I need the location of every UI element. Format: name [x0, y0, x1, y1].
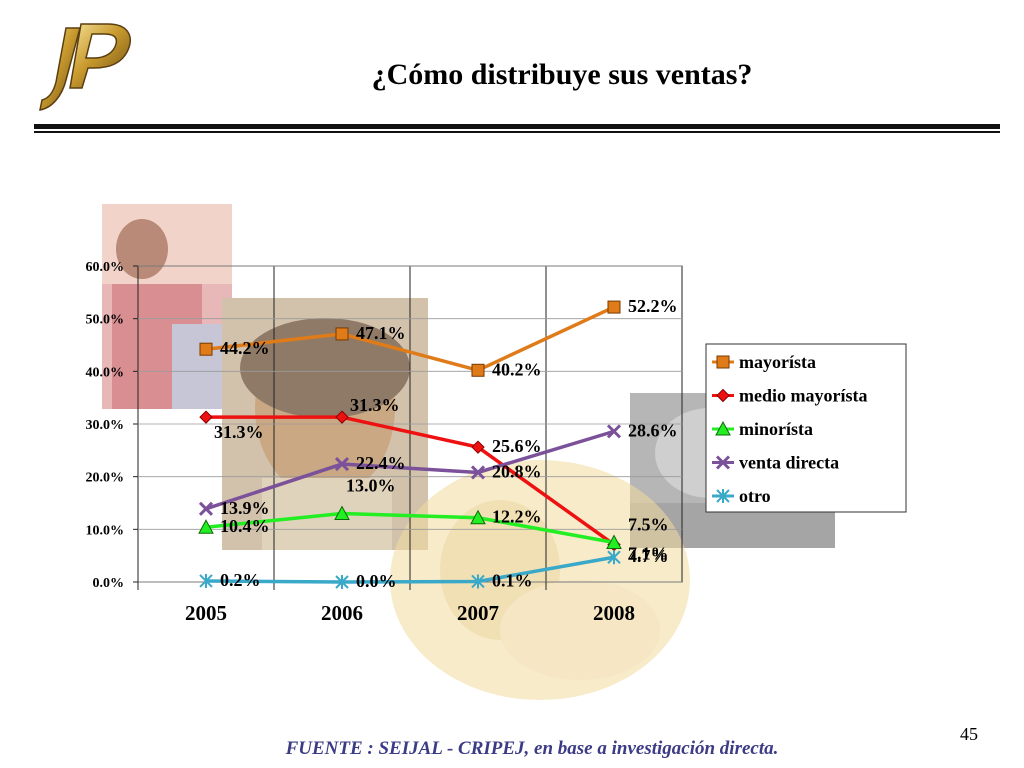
title-rule-thin — [34, 131, 1000, 133]
data-point-otro — [335, 575, 349, 589]
chart-legend: mayorísta medio mayorísta minorísta venta d… — [705, 343, 907, 513]
data-point-mayorista — [471, 363, 485, 377]
data-point-venta-directa — [198, 501, 214, 516]
y-tick-label: 0.0% — [93, 576, 125, 591]
legend-label-mayorista: mayorísta — [739, 352, 816, 372]
legend-marker-minorista — [715, 420, 731, 436]
data-label-mayorista: 47.1% — [356, 323, 406, 343]
data-point-otro — [607, 550, 621, 565]
data-point-otro — [471, 574, 485, 589]
data-label-venta-directa: 22.4% — [356, 453, 406, 473]
data-point-medio-mayorista — [335, 410, 349, 424]
y-tick-label: 10.0% — [86, 523, 125, 538]
data-label-otro: 0.1% — [492, 570, 533, 590]
series-line-venta-directa — [205, 429, 615, 511]
data-point-venta-directa — [470, 465, 486, 480]
series-line-otro — [205, 555, 615, 584]
page-number: 45 — [960, 724, 978, 744]
title-rule-thick — [34, 124, 1000, 129]
background-photo-woman — [102, 204, 232, 409]
data-point-minorista — [334, 505, 350, 521]
data-label-medio-mayorista: 7.1% — [628, 544, 669, 564]
source-note: FUENTE : SEIJAL - CRIPEJ, en base a inve… — [285, 738, 779, 759]
data-point-minorista — [198, 519, 214, 534]
data-point-mayorista — [607, 300, 621, 314]
data-label-minorista: 10.4% — [220, 516, 270, 536]
legend-label-medio-mayorista: medio mayorísta — [739, 386, 867, 406]
legend-marker-medio-mayorista — [716, 388, 730, 403]
data-label-mayorista: 40.2% — [492, 359, 542, 379]
data-point-venta-directa — [606, 424, 622, 439]
y-tick-label: 60.0% — [86, 260, 125, 275]
x-axis: 2005 2006 2007 2008 — [137, 582, 635, 625]
data-label-medio-mayorista: 31.3% — [214, 422, 264, 442]
legend-box — [705, 343, 907, 513]
data-point-mayorista — [335, 327, 349, 341]
data-point-minorista — [606, 534, 622, 549]
data-label-minorista: 13.0% — [346, 476, 396, 496]
chart-data-labels: 44.2% 47.1% 40.2% 52.2% 31.3% 31.3% 25.6% 7.1% 1… — [214, 296, 678, 591]
data-point-medio-mayorista — [471, 440, 485, 454]
slide-title: ¿Cómo distribuye sus ventas? — [371, 58, 753, 91]
data-label-medio-mayorista: 31.3% — [350, 395, 400, 415]
data-label-venta-directa: 28.6% — [628, 420, 678, 440]
data-label-minorista: 7.5% — [628, 515, 669, 535]
data-label-mayorista: 44.2% — [220, 338, 270, 358]
y-tick-label: 40.0% — [86, 365, 125, 380]
legend-marker-venta-directa — [715, 455, 731, 470]
series-line-minorista — [205, 511, 615, 545]
background-photo-craft — [390, 460, 690, 700]
data-label-venta-directa: 13.9% — [220, 498, 270, 518]
data-point-medio-mayorista — [199, 410, 213, 424]
y-tick-label: 20.0% — [86, 471, 125, 486]
x-tick-label: 2007 — [457, 601, 499, 625]
data-label-otro: 4.7% — [628, 546, 669, 566]
y-axis: 0.0% 10.0% 20.0% 30.0% 40.0% 50.0% 60.0% — [86, 260, 138, 591]
x-tick-label: 2005 — [185, 601, 227, 625]
legend-marker-otro — [716, 489, 730, 503]
data-label-otro: 0.0% — [356, 571, 397, 591]
legend-label-venta-directa: venta directa — [739, 453, 839, 473]
data-label-mayorista: 52.2% — [628, 296, 678, 316]
data-point-mayorista — [199, 342, 213, 356]
y-tick-label: 30.0% — [86, 418, 125, 433]
y-tick-label: 50.0% — [86, 313, 125, 328]
data-point-minorista — [470, 509, 486, 525]
x-tick-label: 2006 — [321, 601, 363, 625]
data-point-otro — [199, 573, 213, 588]
legend-label-otro: otro — [739, 486, 771, 506]
x-tick-label: 2008 — [593, 601, 635, 625]
data-label-venta-directa: 20.8% — [492, 461, 542, 481]
data-point-venta-directa — [334, 456, 350, 472]
legend-marker-mayorista — [716, 355, 730, 369]
legend-label-minorista: minorísta — [739, 419, 813, 439]
series-line-medio-mayorista — [206, 415, 616, 547]
data-label-minorista: 12.2% — [492, 507, 542, 527]
data-label-medio-mayorista: 25.6% — [492, 436, 542, 456]
data-label-otro: 0.2% — [220, 570, 261, 590]
series-line-mayorista — [205, 305, 615, 373]
chart-series — [198, 300, 622, 589]
jp-logo — [39, 23, 131, 111]
